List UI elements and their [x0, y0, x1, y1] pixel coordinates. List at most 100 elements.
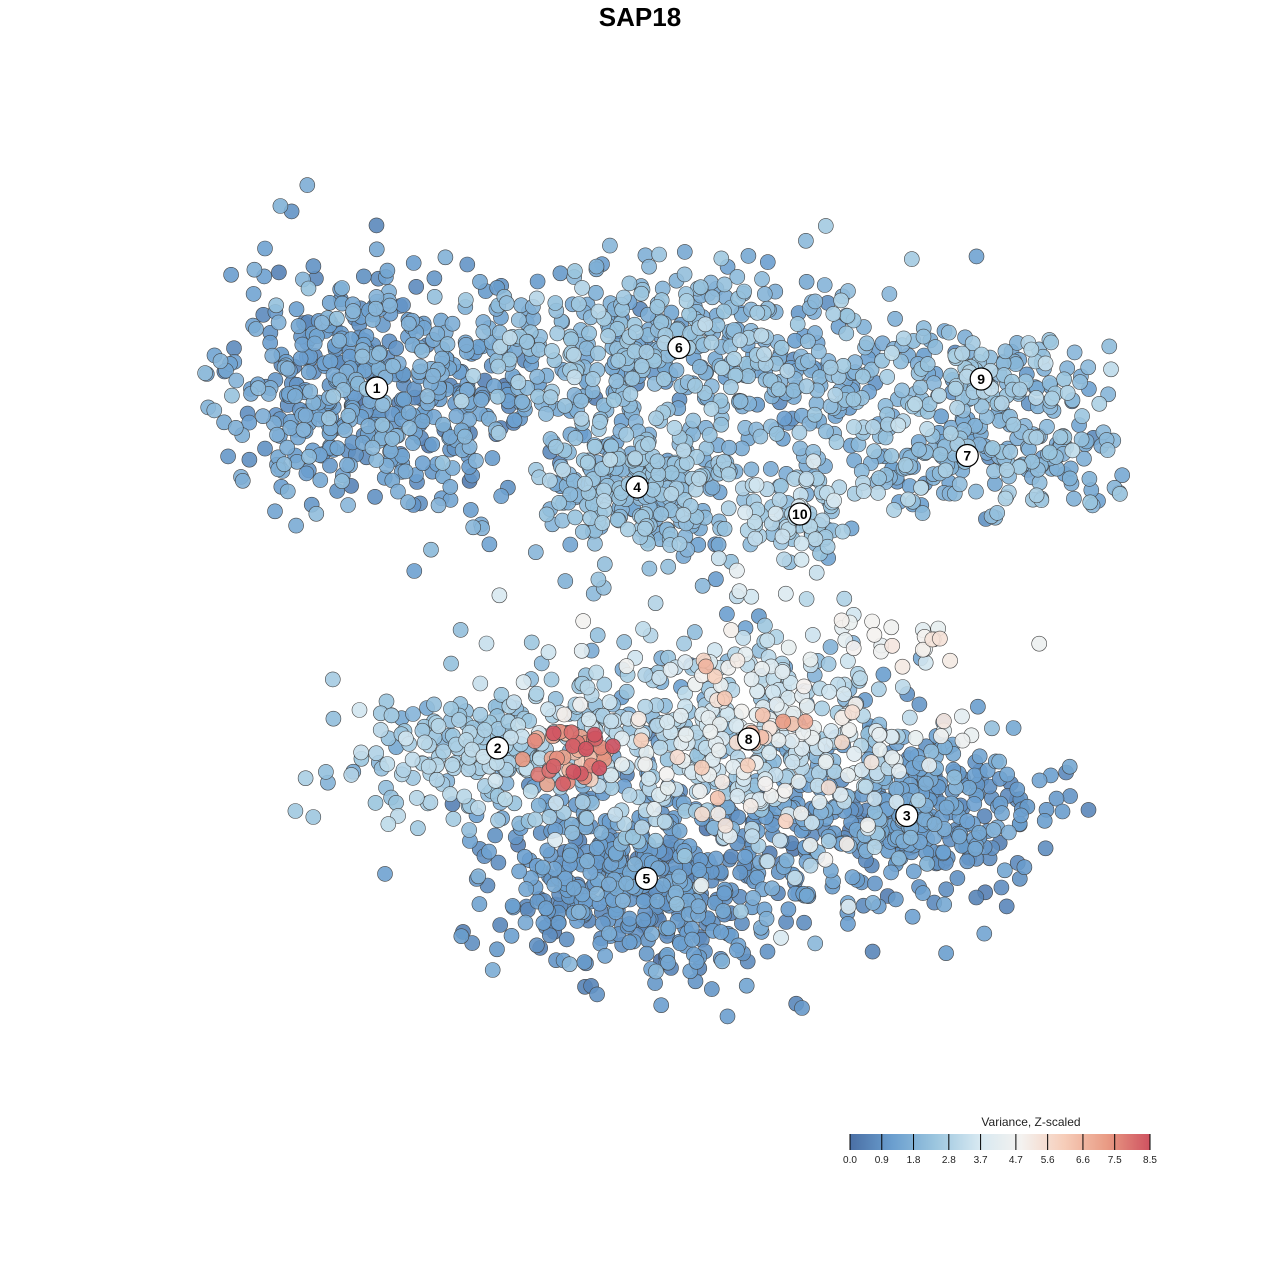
data-point [241, 414, 257, 431]
data-point [490, 854, 507, 871]
data-point [539, 842, 556, 859]
data-point [220, 448, 236, 465]
colorbar-title: Variance, Z-scaled [981, 1115, 1080, 1129]
data-point [305, 258, 322, 275]
data-point [959, 813, 976, 829]
data-point [408, 278, 425, 295]
data-point [691, 862, 707, 878]
data-point [588, 840, 605, 856]
data-point [1037, 840, 1054, 857]
data-point [538, 900, 554, 917]
data-point [703, 981, 720, 997]
data-point [938, 881, 955, 898]
data-point [487, 827, 503, 844]
data-point [968, 889, 985, 906]
colorbar-tick-label: 3.7 [974, 1155, 988, 1166]
colorbar-tick-label: 5.6 [1041, 1155, 1055, 1166]
colorbar-tick-label: 7.5 [1108, 1155, 1122, 1166]
data-point [489, 941, 505, 958]
colorbar-tick-label: 0.9 [875, 1155, 889, 1166]
data-point [245, 286, 262, 302]
data-point [1031, 772, 1048, 789]
data-point [377, 866, 393, 882]
data-point [492, 917, 509, 933]
data-point [653, 997, 670, 1014]
data-point [223, 266, 239, 283]
data-point [506, 412, 523, 429]
points-layer [197, 177, 1130, 1025]
data-point [528, 937, 545, 954]
data-point [503, 927, 520, 944]
data-point [406, 563, 423, 579]
data-point [780, 901, 797, 918]
data-point [759, 943, 776, 960]
data-point [635, 912, 652, 929]
data-point [970, 698, 986, 715]
data-point [794, 1000, 810, 1016]
data-point [993, 879, 1010, 896]
data-point [968, 248, 985, 265]
data-point [355, 268, 372, 285]
data-point [257, 240, 273, 257]
data-point [511, 863, 528, 880]
data-point [796, 914, 812, 931]
data-point [938, 945, 954, 962]
data-point [729, 942, 745, 959]
data-point [1080, 802, 1097, 818]
data-point [905, 863, 922, 880]
data-point [322, 457, 338, 474]
data-point [504, 898, 521, 914]
data-point [976, 808, 993, 825]
data-point [1013, 807, 1029, 824]
data-point [267, 503, 283, 520]
colorbar-tick-label: 4.7 [1009, 1155, 1023, 1166]
data-point [388, 340, 405, 357]
data-point [883, 864, 899, 881]
data-point [414, 455, 431, 472]
chart-title: SAP18 [598, 2, 682, 32]
data-point [719, 1008, 736, 1025]
data-point [708, 850, 724, 867]
data-point [738, 977, 755, 994]
data-point [737, 849, 753, 865]
data-point [298, 465, 315, 482]
data-point [776, 410, 793, 427]
colorbar-tick-label: 6.6 [1076, 1155, 1090, 1166]
data-point [949, 870, 966, 886]
data-point [719, 606, 735, 622]
data-point [911, 696, 928, 713]
data-point [935, 844, 952, 861]
data-point [759, 254, 776, 270]
data-point [288, 301, 305, 318]
data-point [713, 924, 729, 940]
data-point [462, 502, 479, 518]
data-point [257, 440, 273, 457]
data-point [732, 864, 749, 881]
colorbar-tick-label: 8.5 [1143, 1155, 1157, 1166]
data-point [459, 256, 476, 273]
data-point [976, 925, 993, 942]
data-point [241, 451, 258, 468]
data-point [516, 848, 533, 865]
data-point [708, 571, 724, 588]
data-point [484, 450, 501, 466]
data-point [558, 931, 575, 948]
data-point [840, 915, 856, 932]
data-point [453, 928, 470, 945]
data-point [875, 666, 892, 683]
data-point [904, 908, 921, 925]
data-point [1009, 781, 1026, 798]
data-point [424, 436, 441, 453]
data-point [1036, 812, 1053, 829]
colorbar-tick-label: 2.8 [942, 1155, 956, 1166]
data-point [529, 273, 546, 290]
data-point [966, 796, 983, 812]
data-point [589, 986, 605, 1003]
data-point [368, 217, 385, 234]
data-point [271, 264, 287, 281]
data-point [481, 536, 498, 553]
data-point [864, 943, 881, 960]
colorbar-tick-label: 1.8 [907, 1155, 921, 1166]
data-point [405, 255, 422, 271]
